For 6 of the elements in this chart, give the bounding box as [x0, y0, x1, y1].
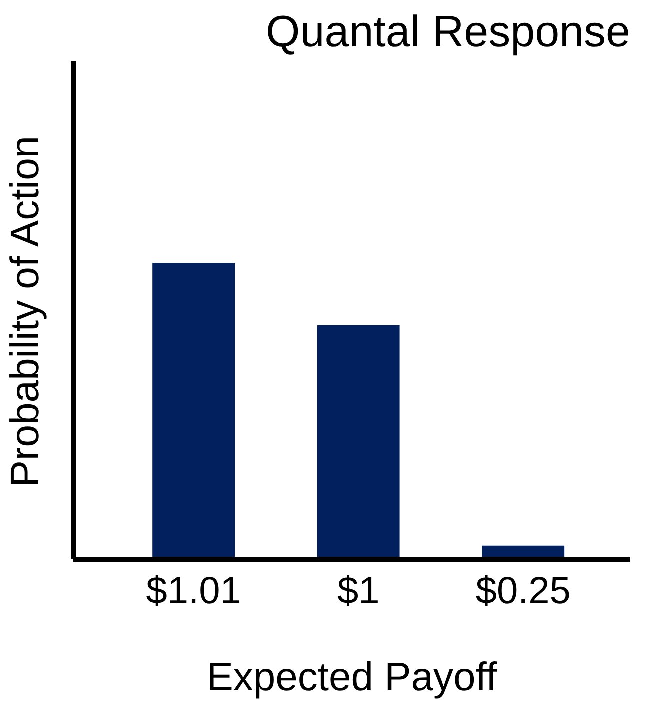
x-tick-label: $1.01 — [146, 570, 242, 612]
x-tick-label: $0.25 — [476, 570, 571, 612]
x-tick-label: $1 — [337, 570, 380, 612]
chart-title: Quantal Response — [266, 8, 631, 56]
y-axis-title: Probability of Action — [4, 136, 48, 488]
x-axis-title: Expected Payoff — [206, 656, 498, 700]
